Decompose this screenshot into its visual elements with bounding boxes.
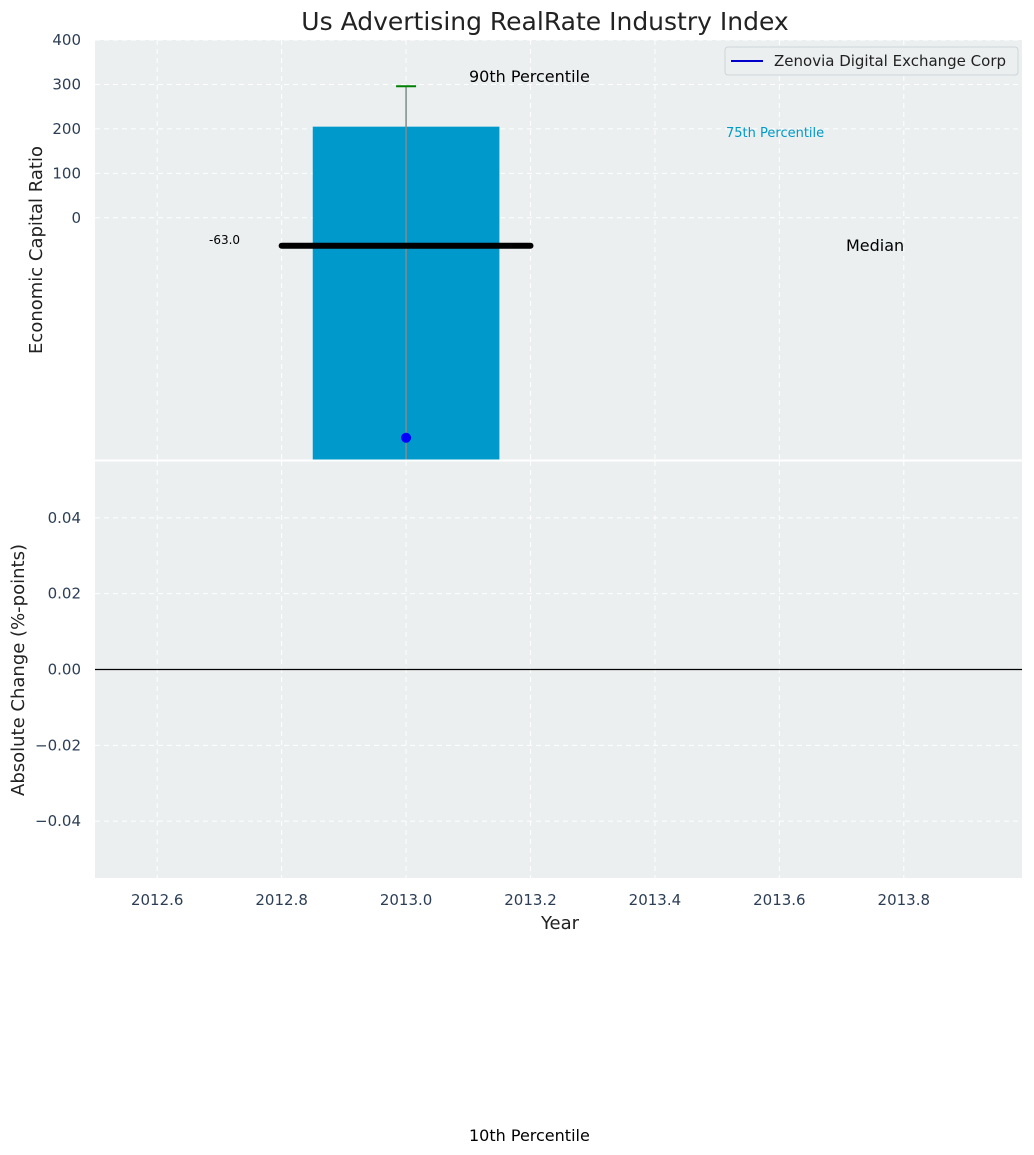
x-tick-label-2: 2013.0 <box>380 891 433 909</box>
legend-entry: Zenovia Digital Exchange Corp <box>774 52 1006 70</box>
bottom-y-tick-label-1: −0.02 <box>35 736 81 754</box>
p90-label: 90th Percentile <box>469 67 590 86</box>
top-marks <box>95 85 1022 462</box>
bottom-y-ticks: −0.04 −0.02 0.00 0.02 0.04 <box>35 509 81 830</box>
bottom-y-tick-label-0: −0.04 <box>35 812 81 830</box>
x-ticks: 2012.6 2012.8 2013.0 2013.2 2013.4 2013.6 2013… <box>131 891 930 909</box>
x-tick-label-5: 2013.6 <box>753 891 806 909</box>
x-tick-label-1: 2012.8 <box>255 891 308 909</box>
legend-box <box>724 46 1019 76</box>
top-plot-background <box>95 40 1022 460</box>
top-y-tick-label-0: 0 <box>71 209 81 227</box>
top-y-tick-label-4: 400 <box>52 31 81 49</box>
p75-label: 75th Percentile <box>726 126 824 141</box>
top-y-ticks: 0 100 200 300 400 <box>52 31 81 227</box>
median-value-label: -63.0 <box>209 233 240 247</box>
bottom-y-axis-label: Absolute Change (%-points) <box>8 544 29 796</box>
top-y-tick-label-2: 200 <box>52 120 81 138</box>
bottom-y-tick-label-3: 0.02 <box>48 585 81 603</box>
x-tick-label-3: 2013.2 <box>504 891 557 909</box>
x-tick-label-6: 2013.8 <box>878 891 931 909</box>
bottom-y-tick-label-2: 0.00 <box>48 661 81 679</box>
x-axis-label: Year <box>540 913 580 934</box>
bottom-y-tick-label-4: 0.04 <box>48 509 81 527</box>
chart-title: Us Advertising RealRate Industry Index <box>301 7 788 36</box>
top-y-tick-label-1: 100 <box>52 164 81 182</box>
p10-label: 10th Percentile <box>469 1126 590 1145</box>
legend: Zenovia Digital Exchange Corp <box>724 46 1019 76</box>
top-y-axis-label: Economic Capital Ratio <box>26 146 47 354</box>
top-y-tick-label-3: 300 <box>52 75 81 93</box>
company-point <box>401 432 412 443</box>
top-grid <box>95 39 1022 460</box>
x-tick-label-0: 2012.6 <box>131 891 184 909</box>
median-text: Median <box>846 236 904 255</box>
x-tick-label-4: 2013.4 <box>629 891 682 909</box>
